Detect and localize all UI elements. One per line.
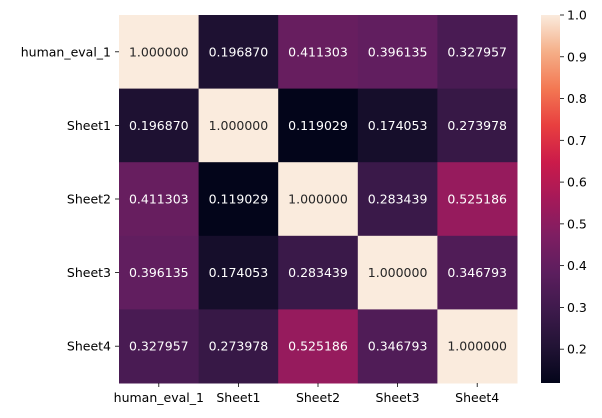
column-tick-label: Sheet3 <box>376 390 420 405</box>
heatmap-cell <box>119 309 200 384</box>
row-tick-label: Sheet1 <box>67 118 111 133</box>
cell-value-label: 1.000000 <box>129 44 189 59</box>
cell-value-label: 0.411303 <box>288 44 348 59</box>
colorbar-tick-label: 1.0 <box>567 8 587 23</box>
row-tick-label: Sheet3 <box>67 265 111 280</box>
row-tick-label: Sheet4 <box>67 339 111 354</box>
colorbar <box>541 15 560 383</box>
heatmap-cell <box>198 162 279 237</box>
heatmap-cell <box>278 309 359 384</box>
heatmap-cell <box>119 235 200 310</box>
cell-value-label: 0.196870 <box>129 118 189 133</box>
heatmap-cell <box>278 162 359 237</box>
column-tick-label: Sheet2 <box>296 390 340 405</box>
cell-value-label: 0.525186 <box>447 192 507 207</box>
colorbar-tick-labels: 0.2 0.3 0.4 0.5 0.6 0.7 0.8 0.9 1.0 <box>560 8 587 357</box>
cell-value-label: 1.000000 <box>288 192 348 207</box>
heatmap-cell <box>357 15 438 90</box>
cell-value-label: 0.273978 <box>209 339 269 354</box>
heatmap-cell <box>357 309 438 384</box>
cell-value-label: 0.196870 <box>209 44 269 59</box>
colorbar-tick-label: 0.2 <box>567 342 587 357</box>
cell-value-label: 1.000000 <box>209 118 269 133</box>
cell-value-label: 0.525186 <box>288 339 348 354</box>
row-tick-label: Sheet2 <box>67 192 111 207</box>
cell-value-label: 0.283439 <box>368 192 428 207</box>
heatmap-cell <box>437 309 518 384</box>
heatmap-cell <box>278 235 359 310</box>
cell-value-label: 0.346793 <box>447 265 507 280</box>
cell-value-label: 1.000000 <box>368 265 428 280</box>
column-tick-label: Sheet1 <box>216 390 260 405</box>
cell-value-label: 0.174053 <box>209 265 269 280</box>
heatmap-cell <box>357 235 438 310</box>
column-tick-label: Sheet4 <box>455 390 499 405</box>
colorbar-tick-label: 0.9 <box>567 49 587 64</box>
heatmap-cells <box>119 15 518 384</box>
row-tick-labels: human_eval_1 Sheet1 Sheet2 Sheet3 Sheet4 <box>21 44 119 354</box>
row-tick-label: human_eval_1 <box>21 44 111 59</box>
heatmap-cell <box>198 235 279 310</box>
column-tick-labels: human_eval_1 Sheet1 Sheet2 Sheet3 Sheet4 <box>114 383 499 405</box>
cell-value-label: 0.346793 <box>368 339 428 354</box>
cell-value-label: 0.273978 <box>447 118 507 133</box>
heatmap-cell <box>198 309 279 384</box>
heatmap-cell <box>119 15 200 90</box>
colorbar-tick-label: 0.4 <box>567 258 587 273</box>
colorbar-tick-label: 0.6 <box>567 175 587 190</box>
cell-value-labels: 1.000000 0.196870 0.411303 0.396135 0.327957… <box>129 44 507 353</box>
colorbar-tick-label: 0.7 <box>567 133 587 148</box>
cell-value-label: 0.396135 <box>129 265 189 280</box>
cell-value-label: 0.327957 <box>447 44 507 59</box>
colorbar-tick-label: 0.5 <box>567 216 587 231</box>
heatmap-cell <box>198 88 279 163</box>
cell-value-label: 0.396135 <box>368 44 428 59</box>
heatmap-cell <box>198 15 279 90</box>
heatmap-cell <box>119 88 200 163</box>
cell-value-label: 0.119029 <box>288 118 348 133</box>
cell-value-label: 1.000000 <box>447 339 507 354</box>
heatmap-cell <box>357 162 438 237</box>
heatmap-cell <box>278 88 359 163</box>
colorbar-tick-label: 0.3 <box>567 300 587 315</box>
cell-value-label: 0.174053 <box>368 118 428 133</box>
cell-value-label: 0.327957 <box>129 339 189 354</box>
heatmap-cell <box>437 15 518 90</box>
heatmap-cell <box>437 235 518 310</box>
heatmap-cell <box>278 15 359 90</box>
cell-value-label: 0.411303 <box>129 192 189 207</box>
heatmap-cell <box>357 88 438 163</box>
heatmap-cell <box>437 162 518 237</box>
heatmap-cell <box>437 88 518 163</box>
column-tick-label: human_eval_1 <box>114 390 204 405</box>
colorbar-tick-label: 0.8 <box>567 91 587 106</box>
cell-value-label: 0.283439 <box>288 265 348 280</box>
heatmap-cell <box>119 162 200 237</box>
cell-value-label: 0.119029 <box>209 192 269 207</box>
